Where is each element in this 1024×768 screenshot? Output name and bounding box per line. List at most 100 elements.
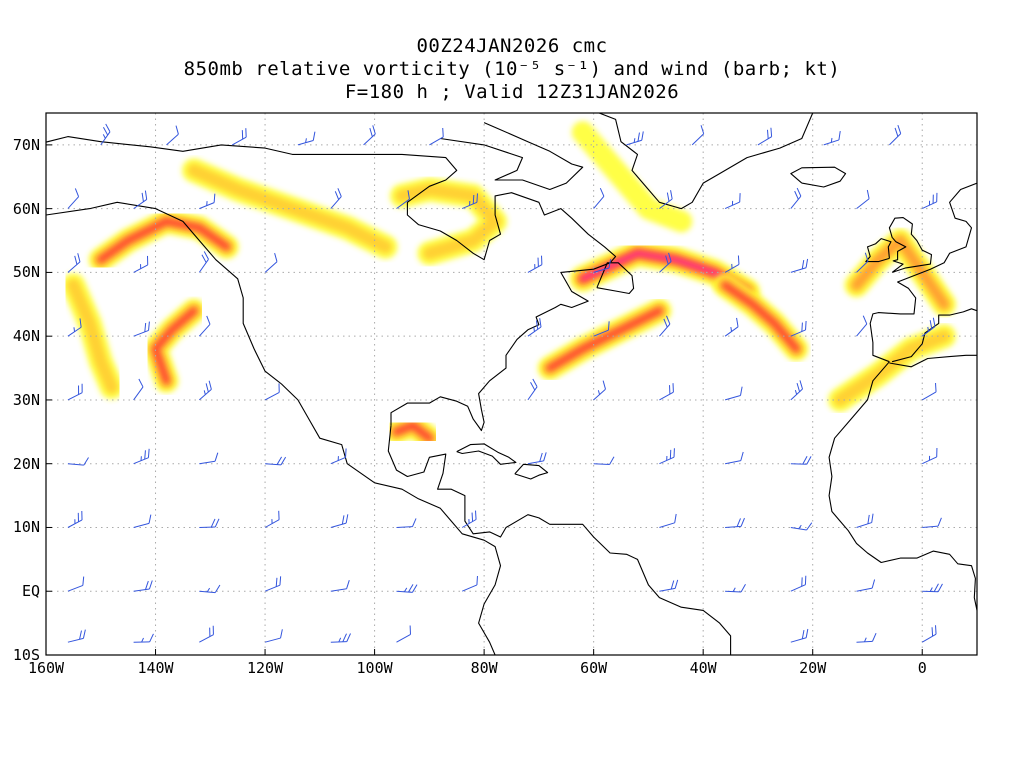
plot-area: [46, 113, 977, 655]
wind-barb: [363, 125, 376, 146]
newfoundland: [596, 262, 635, 295]
wind-barb: [659, 190, 673, 209]
wind-barb: [396, 584, 418, 593]
wind-barb: [199, 584, 221, 594]
wind-barb: [856, 513, 874, 528]
wind-barb: [264, 510, 280, 528]
wind-barb: [330, 633, 351, 643]
wind-barb: [659, 513, 677, 528]
wind-barb: [593, 380, 606, 401]
x-tick-label: 140W: [137, 659, 174, 677]
wind-barb: [264, 252, 278, 273]
wind-barb: [461, 510, 477, 528]
greenland-band: [571, 121, 693, 233]
chart-subtitle: 850mb relative vorticity (10⁻⁵ s⁻¹) and …: [183, 58, 841, 80]
wind-barb: [330, 514, 349, 528]
wind-barb: [691, 125, 705, 146]
wind-barb: [166, 125, 179, 146]
wind-barb: [133, 190, 148, 210]
wind-barb: [133, 633, 154, 643]
wind-barb: [330, 188, 342, 209]
gulf-of-alaska-band: [181, 158, 398, 259]
wind-barb: [100, 123, 111, 146]
wind-barb: [922, 517, 942, 528]
wind-barb: [921, 625, 937, 643]
wind-barb: [396, 190, 410, 210]
iberia-europe: [869, 170, 977, 363]
wind-barb: [462, 575, 478, 592]
wind-barb: [823, 131, 841, 146]
hispaniola: [514, 463, 549, 480]
wind-barb: [67, 457, 89, 466]
iceland: [790, 166, 847, 188]
wind-barb: [264, 383, 280, 401]
x-tick-label: 120W: [246, 659, 284, 677]
wind-barb: [527, 318, 542, 337]
great-britain: [888, 217, 933, 273]
chart-valid-time: F=180 h ; Valid 12Z31JAN2026: [344, 81, 680, 103]
wind-barb: [725, 517, 745, 528]
wind-barb: [330, 448, 347, 465]
gulf-of-mexico-blob: [384, 413, 442, 451]
wind-barb: [626, 131, 644, 146]
wind-barb: [462, 193, 478, 210]
wind-barb: [199, 452, 219, 465]
wind-barb: [790, 575, 807, 592]
wind-barb: [67, 576, 85, 592]
greenland: [597, 113, 814, 210]
canary-band: [828, 324, 957, 412]
wind-barb: [67, 511, 83, 528]
wind-barb: [198, 315, 211, 337]
wind-barb: [330, 580, 350, 592]
wind-barb: [790, 187, 802, 209]
wind-barb: [593, 187, 605, 209]
wind-barb: [396, 625, 411, 643]
wind-barb: [133, 514, 152, 528]
central-atlantic-band: [713, 273, 809, 361]
hudson-bay-ring: [390, 177, 508, 266]
vorticity-shading: [61, 121, 957, 451]
wind-barb: [921, 192, 938, 210]
wind-barb: [856, 189, 870, 209]
wind-barb: [264, 629, 283, 643]
wind-barb: [889, 124, 902, 146]
mediterranean-north: [891, 308, 977, 363]
plot-frame: [45, 112, 978, 656]
wind-barb: [297, 131, 316, 146]
wind-barb: [659, 448, 675, 465]
x-tick-label: 60W: [580, 659, 608, 677]
northeast-pacific-band: [88, 209, 239, 272]
wind-barb: [659, 383, 674, 401]
gulf-mexico-yucatan: [387, 425, 732, 655]
wind-barb: [790, 456, 812, 465]
wind-barb: [725, 451, 744, 465]
x-tick-label: 40W: [689, 659, 717, 677]
wind-barb: [199, 193, 216, 210]
wind-barb: [921, 447, 938, 465]
wind-barb: [659, 315, 671, 337]
baffin-island: [440, 122, 584, 191]
wind-barb: [396, 518, 417, 528]
wind-barb: [133, 448, 150, 465]
wind-barb: [199, 625, 214, 643]
wind-barb: [790, 628, 809, 643]
wind-barb: [921, 382, 937, 401]
gridlines: [46, 113, 977, 655]
wind-barb: [856, 632, 877, 643]
wind-barb: [527, 378, 538, 401]
north-africa-med: [889, 354, 977, 368]
wind-barb: [790, 380, 803, 401]
wind-barb: [198, 251, 209, 273]
pacific-low-center: [143, 298, 206, 393]
y-tick-label: 30N: [12, 390, 40, 409]
y-tick-label: 60N: [12, 199, 40, 218]
wind-barb: [264, 576, 282, 592]
x-tick-label: 160W: [27, 659, 65, 677]
wind-barb: [659, 579, 679, 592]
y-tick-label: 70N: [12, 135, 40, 154]
wind-barb: [593, 259, 612, 273]
chart-title: 00Z24JAN2026 cmc: [416, 35, 608, 57]
wind-barb: [67, 629, 86, 643]
north-america-west-coast: [46, 201, 502, 655]
